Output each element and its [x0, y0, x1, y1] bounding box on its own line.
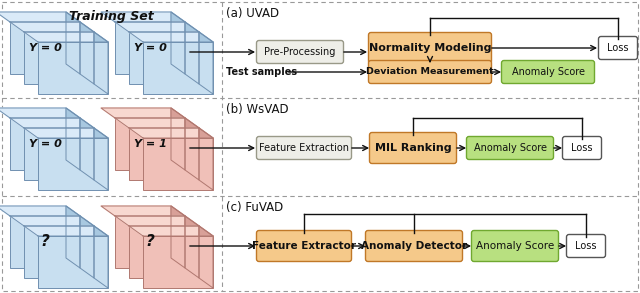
Polygon shape [185, 22, 199, 84]
Polygon shape [80, 22, 94, 84]
FancyBboxPatch shape [502, 60, 595, 84]
Polygon shape [171, 12, 185, 74]
Text: Feature Extraction: Feature Extraction [259, 143, 349, 153]
Text: Anomaly Detector: Anomaly Detector [361, 241, 467, 251]
FancyBboxPatch shape [10, 118, 80, 170]
Polygon shape [199, 32, 213, 94]
FancyBboxPatch shape [38, 42, 108, 94]
Polygon shape [199, 128, 213, 190]
Polygon shape [185, 118, 199, 180]
Polygon shape [66, 108, 80, 170]
FancyBboxPatch shape [143, 236, 213, 288]
Text: Anomaly Score: Anomaly Score [511, 67, 584, 77]
Polygon shape [66, 12, 80, 74]
Polygon shape [66, 206, 80, 268]
Polygon shape [0, 108, 80, 118]
Polygon shape [24, 128, 108, 138]
Polygon shape [101, 108, 185, 118]
FancyBboxPatch shape [563, 137, 602, 159]
Polygon shape [115, 216, 199, 226]
Polygon shape [10, 22, 94, 32]
Text: Y = 1: Y = 1 [134, 139, 166, 149]
Text: Loss: Loss [575, 241, 596, 251]
Text: (c) FuVAD: (c) FuVAD [226, 201, 284, 214]
FancyBboxPatch shape [467, 137, 554, 159]
FancyBboxPatch shape [38, 236, 108, 288]
Text: Training Set: Training Set [68, 10, 154, 23]
FancyBboxPatch shape [566, 234, 605, 258]
FancyBboxPatch shape [24, 32, 94, 84]
FancyBboxPatch shape [129, 128, 199, 180]
Polygon shape [115, 22, 199, 32]
FancyBboxPatch shape [10, 22, 80, 74]
Text: Loss: Loss [572, 143, 593, 153]
Text: ?: ? [145, 234, 154, 250]
FancyBboxPatch shape [257, 231, 351, 261]
FancyBboxPatch shape [143, 42, 213, 94]
FancyBboxPatch shape [115, 22, 185, 74]
FancyBboxPatch shape [369, 132, 456, 163]
Polygon shape [24, 32, 108, 42]
FancyBboxPatch shape [24, 128, 94, 180]
FancyBboxPatch shape [129, 32, 199, 84]
FancyBboxPatch shape [115, 216, 185, 268]
FancyBboxPatch shape [38, 138, 108, 190]
FancyBboxPatch shape [472, 231, 559, 261]
FancyBboxPatch shape [24, 226, 94, 278]
Polygon shape [10, 118, 94, 128]
Polygon shape [0, 206, 80, 216]
FancyBboxPatch shape [257, 40, 344, 64]
Text: (a) UVAD: (a) UVAD [226, 7, 279, 20]
Text: Anomaly Score: Anomaly Score [474, 143, 547, 153]
Polygon shape [115, 118, 199, 128]
Polygon shape [185, 216, 199, 278]
Polygon shape [129, 32, 213, 42]
Text: Anomaly Score: Anomaly Score [476, 241, 554, 251]
FancyBboxPatch shape [10, 216, 80, 268]
FancyBboxPatch shape [129, 226, 199, 278]
Polygon shape [129, 226, 213, 236]
Text: (b) WsVAD: (b) WsVAD [226, 103, 289, 116]
Text: Normality Modeling: Normality Modeling [369, 43, 492, 53]
Text: ?: ? [40, 234, 49, 250]
Text: Loss: Loss [607, 43, 628, 53]
FancyBboxPatch shape [115, 118, 185, 170]
Polygon shape [0, 12, 80, 22]
FancyBboxPatch shape [143, 138, 213, 190]
Text: Y = 0: Y = 0 [29, 43, 61, 53]
Polygon shape [171, 206, 185, 268]
Text: Pre-Processing: Pre-Processing [264, 47, 336, 57]
FancyBboxPatch shape [598, 37, 637, 59]
Polygon shape [199, 226, 213, 288]
FancyBboxPatch shape [257, 137, 351, 159]
Text: Y = 0: Y = 0 [29, 139, 61, 149]
Polygon shape [94, 32, 108, 94]
Polygon shape [129, 128, 213, 138]
Polygon shape [101, 12, 185, 22]
Text: Feature Extractor: Feature Extractor [252, 241, 356, 251]
Polygon shape [24, 226, 108, 236]
Text: Deviation Measurement: Deviation Measurement [366, 67, 494, 76]
Polygon shape [171, 108, 185, 170]
Polygon shape [94, 226, 108, 288]
FancyBboxPatch shape [369, 60, 492, 84]
Polygon shape [94, 128, 108, 190]
Polygon shape [101, 206, 185, 216]
Polygon shape [80, 216, 94, 278]
FancyBboxPatch shape [369, 33, 492, 64]
FancyBboxPatch shape [365, 231, 463, 261]
Polygon shape [10, 216, 94, 226]
Text: Test samples: Test samples [226, 67, 297, 77]
Text: Y = 0: Y = 0 [134, 43, 166, 53]
Polygon shape [80, 118, 94, 180]
Text: MIL Ranking: MIL Ranking [374, 143, 451, 153]
